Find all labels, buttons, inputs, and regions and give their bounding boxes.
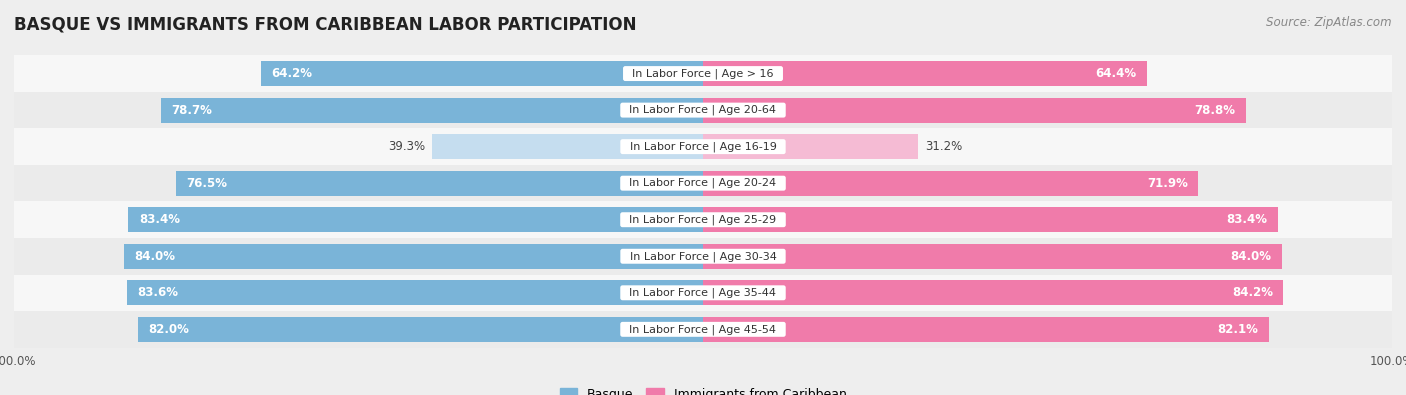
Text: In Labor Force | Age 25-29: In Labor Force | Age 25-29 — [623, 214, 783, 225]
Bar — [127, 280, 703, 305]
Bar — [14, 311, 1392, 348]
Text: 71.9%: 71.9% — [1147, 177, 1188, 190]
Text: 82.1%: 82.1% — [1218, 323, 1258, 336]
Bar — [14, 128, 1392, 165]
Bar — [14, 238, 1392, 275]
Bar — [703, 171, 1198, 196]
Bar — [703, 207, 1278, 232]
Text: 82.0%: 82.0% — [149, 323, 190, 336]
Text: 39.3%: 39.3% — [388, 140, 426, 153]
Text: In Labor Force | Age 16-19: In Labor Force | Age 16-19 — [623, 141, 783, 152]
Text: 83.4%: 83.4% — [139, 213, 180, 226]
Bar — [14, 201, 1392, 238]
Bar — [138, 317, 703, 342]
Bar — [176, 171, 703, 196]
Bar — [703, 98, 1246, 122]
Text: 78.7%: 78.7% — [172, 103, 212, 117]
Text: 83.6%: 83.6% — [138, 286, 179, 299]
Bar — [14, 275, 1392, 311]
Text: 84.2%: 84.2% — [1232, 286, 1272, 299]
Text: In Labor Force | Age 20-64: In Labor Force | Age 20-64 — [623, 105, 783, 115]
Text: 83.4%: 83.4% — [1226, 213, 1267, 226]
Bar — [432, 134, 703, 159]
Bar — [703, 244, 1282, 269]
Text: 64.4%: 64.4% — [1095, 67, 1136, 80]
Bar — [160, 98, 703, 122]
Bar — [703, 61, 1147, 86]
Bar — [128, 207, 703, 232]
Text: In Labor Force | Age 30-34: In Labor Force | Age 30-34 — [623, 251, 783, 261]
Text: In Labor Force | Age > 16: In Labor Force | Age > 16 — [626, 68, 780, 79]
Legend: Basque, Immigrants from Caribbean: Basque, Immigrants from Caribbean — [554, 383, 852, 395]
Bar — [260, 61, 703, 86]
Bar — [14, 92, 1392, 128]
Text: 84.0%: 84.0% — [135, 250, 176, 263]
Text: 78.8%: 78.8% — [1195, 103, 1236, 117]
Text: BASQUE VS IMMIGRANTS FROM CARIBBEAN LABOR PARTICIPATION: BASQUE VS IMMIGRANTS FROM CARIBBEAN LABO… — [14, 16, 637, 34]
Bar — [703, 280, 1284, 305]
Bar — [14, 55, 1392, 92]
Text: In Labor Force | Age 20-24: In Labor Force | Age 20-24 — [623, 178, 783, 188]
Text: In Labor Force | Age 45-54: In Labor Force | Age 45-54 — [623, 324, 783, 335]
Text: 31.2%: 31.2% — [925, 140, 962, 153]
Text: 76.5%: 76.5% — [186, 177, 228, 190]
Bar — [124, 244, 703, 269]
Text: 84.0%: 84.0% — [1230, 250, 1271, 263]
Text: 64.2%: 64.2% — [271, 67, 312, 80]
Text: In Labor Force | Age 35-44: In Labor Force | Age 35-44 — [623, 288, 783, 298]
Bar — [703, 134, 918, 159]
Bar — [703, 317, 1268, 342]
Bar — [14, 165, 1392, 201]
Text: Source: ZipAtlas.com: Source: ZipAtlas.com — [1267, 16, 1392, 29]
